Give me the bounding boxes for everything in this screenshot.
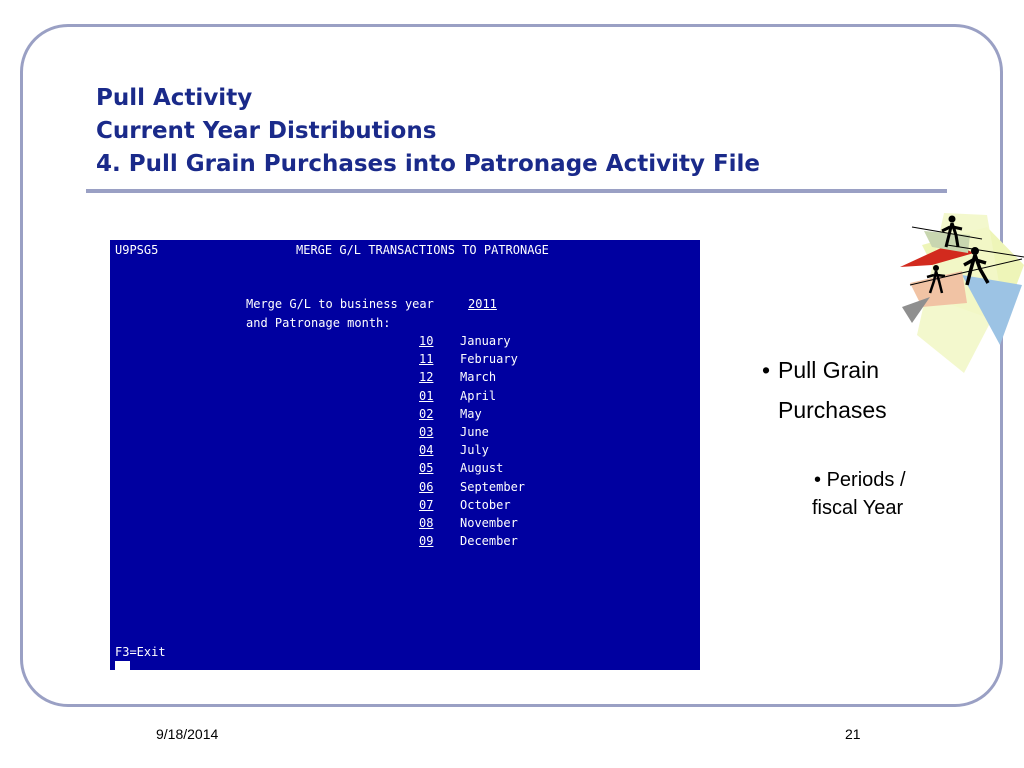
month-code-field[interactable]: 08 (419, 516, 434, 530)
month-code-field[interactable]: 03 (419, 425, 434, 439)
title-line-2: Current Year Distributions (96, 118, 437, 144)
terminal-screen: U9PSG5 MERGE G/L TRANSACTIONS TO PATRONA… (110, 240, 700, 670)
month-code-field[interactable]: 10 (419, 334, 434, 348)
program-id: U9PSG5 (115, 243, 159, 257)
month-code-field[interactable]: 02 (419, 406, 434, 421)
month-name: February (460, 352, 518, 367)
slide-title: Pull Activity Current Year Distributions… (96, 82, 760, 181)
year-prompt: Merge G/L to business year (246, 297, 434, 311)
month-name: July (460, 443, 489, 458)
month-name: May (460, 406, 482, 421)
month-code-field[interactable]: 04 (419, 443, 434, 458)
month-code-field[interactable]: 12 (419, 370, 434, 385)
title-line-3: 4. Pull Grain Purchases into Patronage A… (96, 151, 761, 177)
month-name: April (460, 388, 497, 403)
month-code-field[interactable]: 09 (419, 534, 434, 549)
bullet-main-line1: Pull Grain (778, 357, 879, 383)
month-code-field[interactable]: 11 (419, 352, 434, 367)
month-name: September (460, 479, 526, 494)
bullet-dot: • (762, 357, 771, 383)
title-line-1: Pull Activity (96, 85, 253, 111)
year-field[interactable]: 2011 (468, 297, 497, 311)
f3-exit-key[interactable]: F3=Exit (115, 645, 166, 659)
slide-frame (20, 24, 1003, 707)
month-name: March (460, 370, 497, 385)
month-name: November (460, 516, 518, 530)
screen-title: MERGE G/L TRANSACTIONS TO PATRONAGE (296, 243, 549, 257)
month-name: December (460, 534, 518, 549)
month-name: January (460, 334, 511, 348)
month-code-field[interactable]: 06 (419, 479, 434, 494)
bullet-main-line2: Purchases (778, 397, 887, 423)
title-divider (86, 189, 947, 193)
month-prompt: and Patronage month: (246, 316, 391, 330)
month-name: August (460, 461, 504, 476)
month-name: June (460, 425, 489, 439)
terminal-cursor (115, 661, 130, 670)
bullet-sub: • Periods / fiscal Year (812, 466, 906, 522)
month-code-field[interactable]: 05 (419, 461, 434, 476)
business-people-balancing-clipart-icon (900, 213, 1024, 373)
page-number: 21 (845, 726, 861, 742)
month-code-field[interactable]: 07 (419, 497, 434, 512)
month-name: October (460, 497, 511, 512)
bullet-sub-line2: fiscal Year (812, 497, 904, 519)
footer-date: 9/18/2014 (156, 726, 219, 742)
bullet-sub-dot: • (814, 469, 822, 491)
month-code-field[interactable]: 01 (419, 388, 434, 403)
bullet-sub-line1: Periods / (826, 469, 906, 491)
